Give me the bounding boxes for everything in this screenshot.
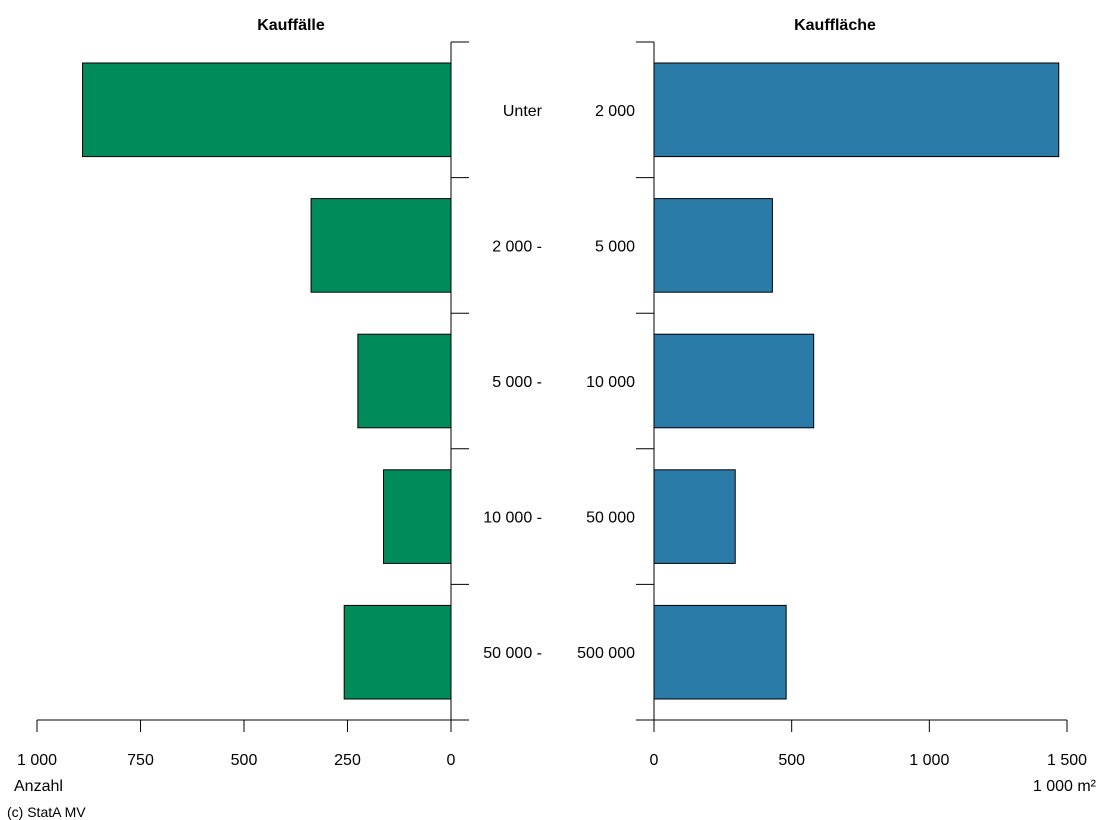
category-labels: Unter 2 000 2 000 - 5 000 5 000 - 10 000 10 00… bbox=[483, 103, 635, 662]
left-axis-unit-label: Anzahl bbox=[14, 778, 63, 795]
category-label-left-part: 10 000 - bbox=[483, 510, 542, 527]
left-bar bbox=[383, 469, 452, 564]
left-value-tick-label: 0 bbox=[447, 752, 456, 769]
category-label-left-part: 2 000 - bbox=[492, 238, 542, 255]
right-bar bbox=[653, 604, 787, 700]
category-label-left-part: Unter bbox=[503, 103, 543, 120]
category-label-right-part: 500 000 bbox=[577, 645, 635, 662]
right-value-tick-label: 1 000 bbox=[909, 752, 949, 769]
left-bar bbox=[82, 62, 452, 158]
right-chart-title: Kauffläche bbox=[794, 17, 876, 34]
category-label-right-part: 10 000 bbox=[586, 374, 635, 391]
right-bar bbox=[653, 198, 773, 293]
category-label-right-part: 50 000 bbox=[586, 510, 635, 527]
category-label-left-part: 50 000 - bbox=[483, 645, 542, 662]
left-value-tick-label: 750 bbox=[127, 752, 154, 769]
left-bars bbox=[82, 62, 452, 700]
right-bar bbox=[653, 62, 1060, 158]
left-chart: Kauffälle 0 250 500 750 1 000 Anzahl bbox=[14, 17, 469, 795]
left-chart-title: Kauffälle bbox=[257, 17, 325, 34]
right-bar bbox=[653, 469, 736, 564]
right-bars bbox=[653, 62, 1060, 700]
left-value-tick-label: 500 bbox=[231, 752, 258, 769]
right-bar bbox=[653, 333, 815, 429]
category-label-right-part: 5 000 bbox=[595, 238, 635, 255]
right-value-tick-label: 1 500 bbox=[1047, 752, 1087, 769]
right-value-tick-label: 500 bbox=[778, 752, 805, 769]
left-bar bbox=[343, 604, 452, 700]
left-bar bbox=[310, 198, 452, 293]
source-credit: (c) StatA MV bbox=[7, 804, 86, 820]
left-axis: 0 250 500 750 1 000 bbox=[17, 41, 469, 769]
left-bar bbox=[357, 333, 452, 429]
category-label-left-part: 5 000 - bbox=[492, 374, 542, 391]
left-value-tick-label: 1 000 bbox=[17, 752, 57, 769]
right-value-tick-label: 0 bbox=[650, 752, 659, 769]
category-label-right-part: 2 000 bbox=[595, 103, 635, 120]
right-axis-unit-label: 1 000 m² bbox=[1033, 778, 1097, 795]
right-axis: 0 500 1 000 1 500 bbox=[636, 41, 1087, 769]
right-chart: Kauffläche 0 500 1 000 1 500 1 000 m² bbox=[636, 17, 1097, 795]
left-value-tick-label: 250 bbox=[334, 752, 361, 769]
